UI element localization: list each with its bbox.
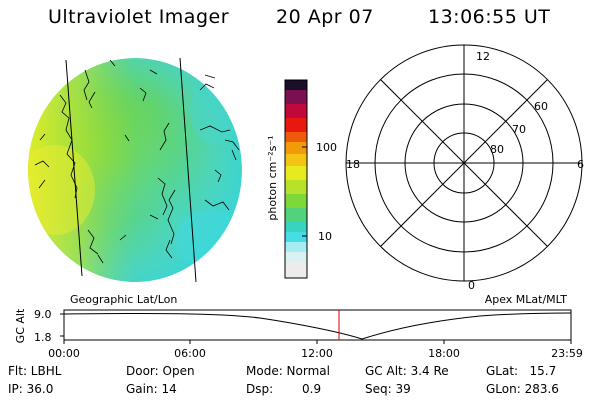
mlat-label-80: 80 [490, 143, 504, 156]
dsp-value: 0.9 [302, 382, 322, 396]
colorbar-tick-10: 10 [318, 230, 332, 243]
seq-info: Seq: 39 [365, 382, 411, 396]
colorbar-tick-100: 100 [316, 141, 337, 154]
timeline-ytick-bottom: 1.8 [34, 331, 52, 344]
glon-info: GLon: 283.6 [486, 382, 559, 396]
colorbar-unit-label: photon cm⁻²s⁻¹ [266, 135, 279, 220]
meridian-line [65, 59, 83, 277]
mode-info: Mode: Normal [246, 364, 330, 378]
color-scale-bar [284, 79, 308, 279]
altitude-timeline [60, 309, 572, 344]
timeline-xtick: 12:00 [301, 347, 333, 360]
timeline-xtick: 00:00 [48, 347, 80, 360]
mlt-label-0: 0 [468, 279, 475, 292]
filter-info: Flt: LBHL [8, 364, 62, 378]
door-info: Door: Open [126, 364, 195, 378]
mlt-label-18: 18 [346, 158, 360, 171]
timeline-left-title: Geographic Lat/Lon [70, 293, 177, 306]
timeline-xtick: 23:59 [551, 347, 583, 360]
mlat-label-70: 70 [512, 123, 526, 136]
gc-alt-info: GC Alt: 3.4 Re [365, 364, 449, 378]
coastlines [34, 59, 240, 264]
polar-mlt-dial [345, 44, 583, 282]
gain-info: Gain: 14 [126, 382, 177, 396]
timeline-xtick: 18:00 [428, 347, 460, 360]
dsp-label: Dsp: [246, 382, 274, 396]
timeline-right-title: Apex MLat/MLT [485, 293, 568, 306]
mlat-label-60: 60 [534, 100, 548, 113]
observation-time: 13:06:55 UT [428, 6, 551, 28]
mlt-label-12: 12 [476, 50, 490, 63]
uv-earth-image [28, 58, 242, 282]
mlt-label-6: 6 [577, 158, 584, 171]
ip-info: IP: 36.0 [8, 382, 54, 396]
timeline-y-axis-label: GC Alt [14, 308, 27, 343]
meridian-line [179, 57, 197, 283]
observation-date: 20 Apr 07 [276, 6, 374, 28]
timeline-ytick-top: 9.0 [34, 308, 52, 321]
timeline-xtick: 06:00 [174, 347, 206, 360]
glat-info: GLat: 15.7 [486, 364, 557, 378]
instrument-title: Ultraviolet Imager [48, 6, 230, 28]
